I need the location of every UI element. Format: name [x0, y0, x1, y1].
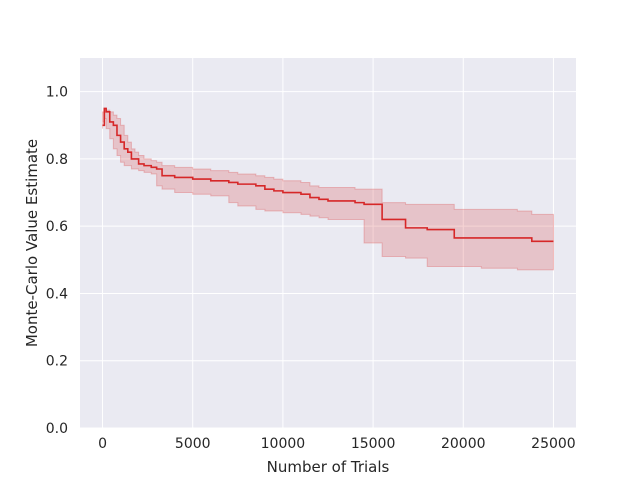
series-line-layer	[102, 107, 554, 243]
x-tick-label: 5000	[175, 436, 211, 452]
series-line	[102, 107, 554, 243]
plot-background	[80, 58, 576, 428]
y-tick-label: 0.4	[46, 286, 68, 302]
y-tick-label: 0.0	[46, 421, 68, 437]
y-tick-labels: 0.0 0.2 0.4 0.6 0.8 1.0	[46, 85, 68, 437]
x-tick-label: 20000	[441, 436, 486, 452]
x-tick-label: 0	[98, 436, 107, 452]
x-tick-labels: 0 5000 10000 15000 20000 25000	[98, 436, 576, 452]
y-tick-label: 0.6	[46, 219, 68, 235]
x-tick-label: 15000	[351, 436, 396, 452]
y-axis-label: Monte-Carlo Value Estimate	[23, 139, 41, 347]
gridlines	[80, 58, 576, 429]
y-tick-label: 1.0	[46, 85, 68, 101]
x-tick-label: 10000	[261, 436, 306, 452]
x-tick-label: 25000	[531, 436, 576, 452]
x-axis-label: Number of Trials	[267, 458, 390, 476]
y-tick-label: 0.2	[46, 354, 68, 370]
y-tick-label: 0.8	[46, 152, 68, 168]
